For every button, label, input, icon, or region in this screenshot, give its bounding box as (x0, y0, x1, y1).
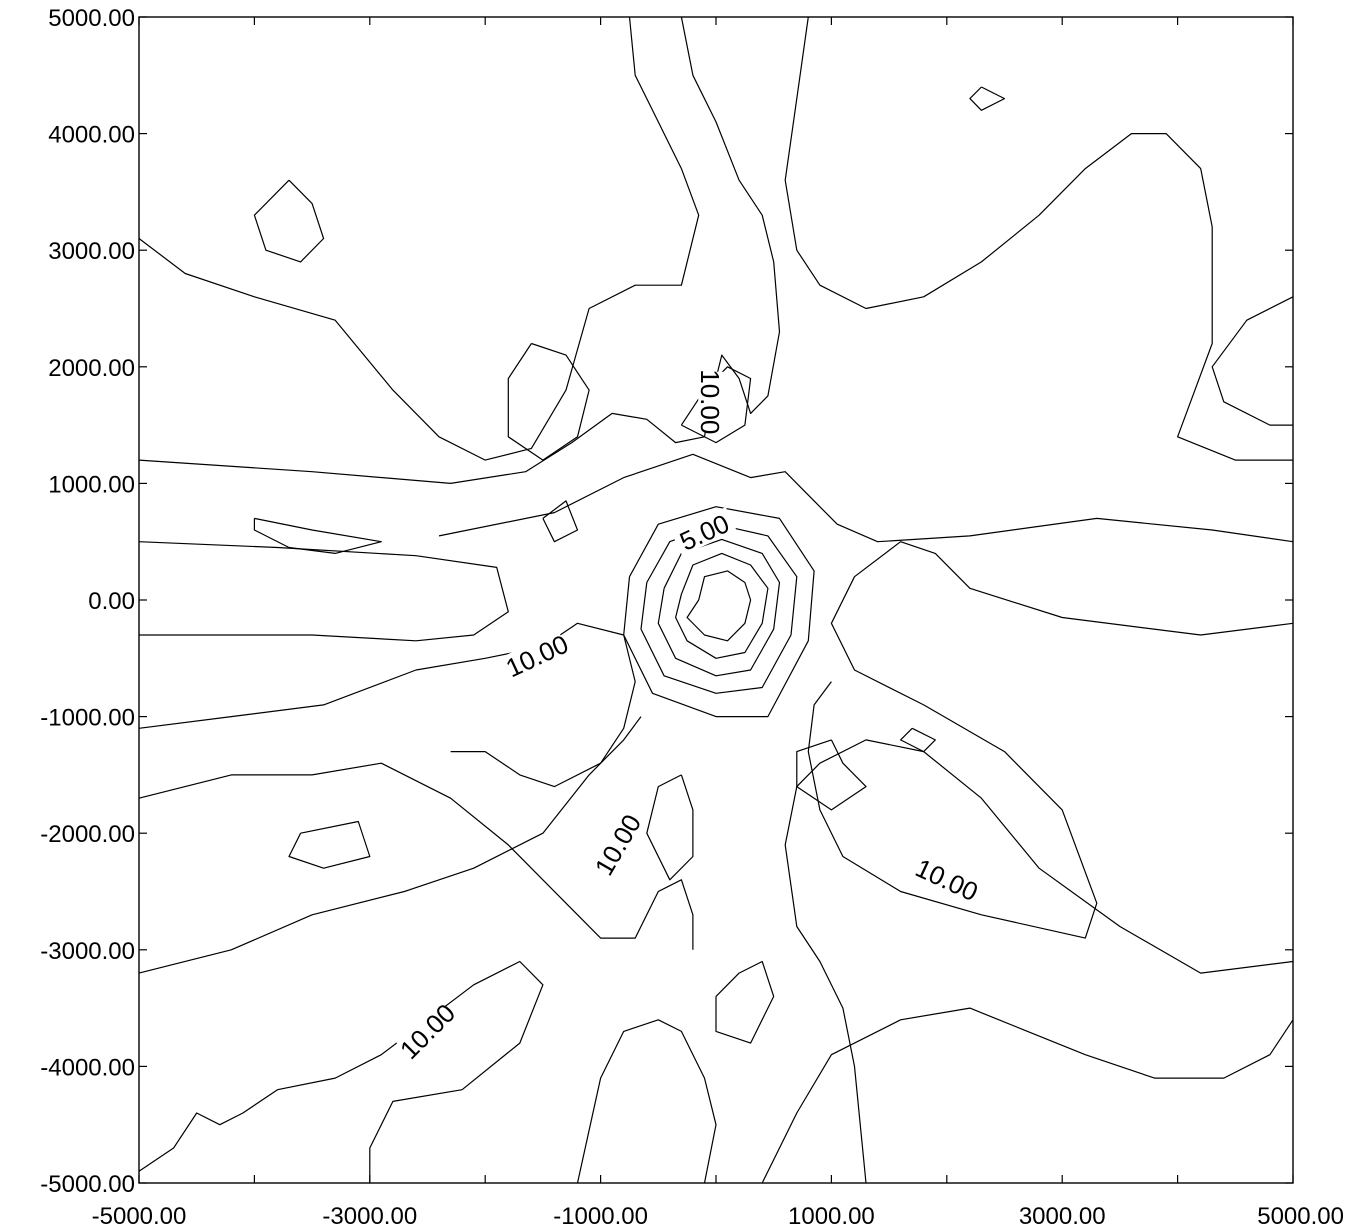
contour-line (761, 1007, 1294, 1184)
y-tick-label: 1000.00 (48, 471, 135, 498)
y-tick-label: -1000.00 (40, 705, 135, 732)
contour-line (507, 342, 590, 461)
contour-line (715, 960, 775, 1044)
x-tick-label: 3000.00 (1019, 1203, 1106, 1230)
x-tick-label: -1000.00 (553, 1203, 648, 1230)
contour-line (784, 16, 1293, 461)
contour-label: 10.00 (911, 852, 983, 907)
contour-line (784, 739, 1294, 1184)
contour-line (138, 541, 509, 642)
y-tick-label: 4000.00 (48, 122, 135, 149)
contour-line (438, 453, 1294, 543)
contour-label-bg (590, 811, 644, 877)
contour-line (253, 517, 382, 554)
contour-lines (138, 16, 1294, 1184)
contour-label: 10.00 (394, 998, 461, 1065)
contour-line (576, 1019, 717, 1184)
y-tick-label: -3000.00 (40, 938, 135, 965)
y-tick-label: 3000.00 (48, 238, 135, 265)
contour-label: 10.00 (589, 809, 648, 880)
contour-label-bg (671, 507, 737, 556)
contour-label-bg (698, 371, 725, 432)
axes: 5000.00 4000.00 3000.00 2000.00 1000.00 0.00 -… (40, 5, 1344, 1230)
contour-label-bg (396, 1000, 458, 1062)
contour-label-bg (914, 854, 980, 904)
y-tick-label: -5000.00 (40, 1171, 135, 1198)
contour-line (138, 960, 544, 1183)
contour-line (138, 16, 700, 461)
contour-line (675, 552, 769, 659)
contour-line (623, 506, 815, 718)
contour-line (646, 774, 694, 881)
contour-line (796, 739, 867, 811)
contour-line (686, 570, 752, 642)
y-tick-label: 5000.00 (48, 5, 135, 32)
contour-line (138, 622, 636, 788)
contour-line (969, 86, 1006, 111)
contour-line (542, 500, 579, 543)
x-tick-label: -3000.00 (322, 1203, 417, 1230)
contour-line (138, 16, 781, 484)
y-tick-label: 0.00 (88, 588, 135, 615)
y-tick-label: -2000.00 (40, 821, 135, 848)
contour-line (657, 538, 781, 677)
contour-line (640, 523, 798, 694)
contour-line (807, 541, 1294, 939)
contour-line (138, 716, 642, 974)
contour-line (288, 820, 371, 869)
contour-line (900, 727, 936, 753)
contour-line (138, 762, 694, 950)
x-tick-label: 1000.00 (788, 1203, 875, 1230)
contour-label-bg (504, 630, 570, 680)
contour-line (253, 179, 325, 263)
contour-line (1211, 296, 1294, 426)
contour-label: 10.00 (695, 369, 725, 434)
x-tick-label: -5000.00 (92, 1203, 187, 1230)
y-tick-label: 2000.00 (48, 355, 135, 382)
x-tick-label: 5000.00 (1257, 1203, 1344, 1230)
contour-label: 10.00 (501, 629, 573, 684)
y-tick-label: -4000.00 (40, 1054, 135, 1081)
